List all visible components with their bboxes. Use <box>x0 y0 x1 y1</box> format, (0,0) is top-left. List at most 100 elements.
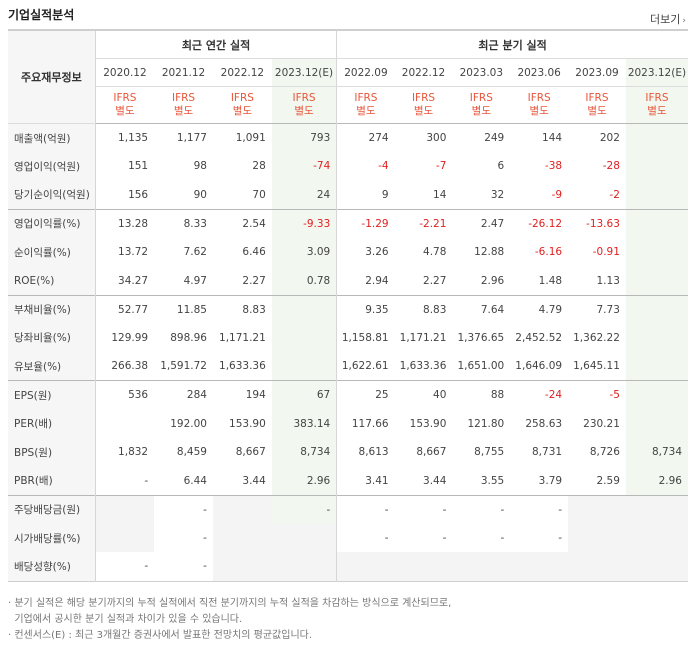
row-label: PBR(배) <box>8 466 96 496</box>
row-label: 시가배당률(%) <box>8 523 96 553</box>
table-cell: 1,832 <box>118 446 149 459</box>
table-cell: -74 <box>271 152 337 181</box>
period-header: 2023.12(E) <box>271 58 337 87</box>
ifrs-basis-text: 별도 <box>294 105 314 117</box>
table-cell: - <box>144 560 149 573</box>
table-cell: - <box>558 532 563 545</box>
table-cell: 32 <box>490 188 505 201</box>
table-cell: 2.47 <box>452 208 511 238</box>
table-row: PBR(배) -6.44 3.44 2.96 3.41 3.44 3.55 3.79 2.59 2… <box>8 466 688 496</box>
table-cell: -5 <box>568 380 626 410</box>
ifrs-basis-text: 별도 <box>356 105 376 117</box>
table-cell: 284 <box>154 380 213 410</box>
table-cell: 121.80 <box>467 417 505 430</box>
table-cell: 2.94 <box>336 266 395 296</box>
table-row: 매출액(억원) 1,135 1,177 1,091 793 274 300 249 144 202 <box>8 123 688 153</box>
table-cell: 129.99 <box>111 331 149 344</box>
row-label: 영업이익(억원) <box>8 152 96 181</box>
table-cell: 536 <box>95 380 155 410</box>
table-cell: -26.12 <box>510 208 569 238</box>
ifrs-label: IFRS 별도 <box>336 86 395 124</box>
table-cell: 1,135 <box>95 123 155 153</box>
table-cell: 898.96 <box>170 331 207 344</box>
table-cell: 1,091 <box>212 123 272 153</box>
table-cell: 9 <box>336 180 395 210</box>
table-cell: 6.44 <box>183 474 207 487</box>
table-cell: 1,622.61 <box>336 352 395 381</box>
table-cell: -13.63 <box>568 208 626 238</box>
table-cell: 8,755 <box>474 446 505 459</box>
table-cell: 13.28 <box>95 208 155 238</box>
table-cell: - <box>154 494 213 524</box>
table-cell: 274 <box>336 123 395 153</box>
table-cell <box>271 323 337 353</box>
period-header: 2023.03 <box>452 58 511 87</box>
ifrs-label: IFRS 별도 <box>568 87 626 124</box>
table-cell: 1,362.22 <box>573 331 620 344</box>
table-cell: 6 <box>497 160 505 173</box>
table-row: ROE(%) 34.27 4.97 2.27 0.78 2.94 2.27 2.96 1.48 1… <box>8 266 688 296</box>
table-cell: 192.00 <box>170 417 207 430</box>
table-cell: 258.63 <box>525 417 563 430</box>
table-cell <box>212 523 272 553</box>
table-cell: 11.85 <box>154 294 213 324</box>
table-row: 배당성향(%) - - <box>8 552 688 581</box>
table-cell <box>95 494 155 524</box>
ifrs-label: IFRS 별도 <box>271 86 337 124</box>
table-cell: - <box>500 532 505 545</box>
table-row: 유보율(%) 266.38 1,591.72 1,633.36 1,622.61 1,63… <box>8 352 688 381</box>
table-cell: -28 <box>602 160 620 173</box>
period-header: 2023.09 <box>568 58 626 87</box>
row-label: 당기순이익(억원) <box>8 180 96 210</box>
table-cell: -9 <box>551 188 563 201</box>
table-row: 당기순이익(억원) 156 90 70 24 9 14 32 -9 -2 <box>8 180 688 210</box>
table-cell: - <box>336 523 395 553</box>
footnote: · 분기 실적은 해당 분기까지의 누적 실적에서 직전 분기까지의 누적 실적… <box>8 598 452 609</box>
table-cell: 1,651.00 <box>457 360 505 373</box>
table-cell <box>271 294 337 324</box>
row-label: BPS(원) <box>8 438 96 467</box>
table-cell: 12.88 <box>474 246 505 259</box>
ifrs-text: IFRS <box>645 92 669 104</box>
table-cell: 151 <box>128 160 149 173</box>
table-cell <box>568 552 626 581</box>
period-header: 2021.12 <box>154 58 213 87</box>
ifrs-text: IFRS <box>354 92 378 104</box>
table-cell: - <box>336 494 395 524</box>
table-cell: 117.66 <box>336 409 395 439</box>
table-row: 부채비율(%) 52.77 11.85 8.83 9.35 8.83 7.64 4.79 7.7… <box>8 294 688 324</box>
table-cell: 98 <box>193 160 207 173</box>
table-cell: -2.21 <box>394 208 453 238</box>
section-title: 기업실적분석 <box>8 8 75 22</box>
table-cell: 1,645.11 <box>573 360 620 373</box>
table-cell <box>625 237 688 267</box>
table-cell <box>95 409 154 438</box>
ifrs-text: IFRS <box>113 92 137 104</box>
table-cell: 3.44 <box>242 474 266 487</box>
table-cell: 8,667 <box>235 446 266 459</box>
more-label: 더보기 <box>650 13 681 26</box>
row-label: 유보율(%) <box>8 352 96 381</box>
ifrs-label: IFRS 별도 <box>154 87 213 124</box>
table-cell: 0.78 <box>271 266 337 296</box>
table-cell: 300 <box>394 123 453 153</box>
table-cell: 1,646.09 <box>515 360 563 373</box>
table-cell <box>568 523 626 553</box>
group-quarter: 최근 분기 실적 <box>336 30 688 59</box>
table-cell: 6.46 <box>242 246 266 259</box>
table-cell: 40 <box>394 380 453 410</box>
table-cell: 67 <box>271 380 337 410</box>
table-cell: 3.79 <box>538 474 563 487</box>
table-cell: - <box>452 494 511 524</box>
more-link[interactable]: 더보기 › <box>650 11 686 27</box>
table-cell <box>510 552 569 581</box>
table-cell: 14 <box>433 188 447 201</box>
table-cell: 1,633.36 <box>219 360 266 373</box>
table-cell: - <box>203 560 207 573</box>
table-cell <box>625 180 688 210</box>
row-label: PER(배) <box>8 409 96 439</box>
table-cell <box>271 352 337 381</box>
table-cell: - <box>144 474 149 487</box>
table-cell: 52.77 <box>95 294 155 324</box>
table-cell: 8,734 <box>625 438 688 467</box>
